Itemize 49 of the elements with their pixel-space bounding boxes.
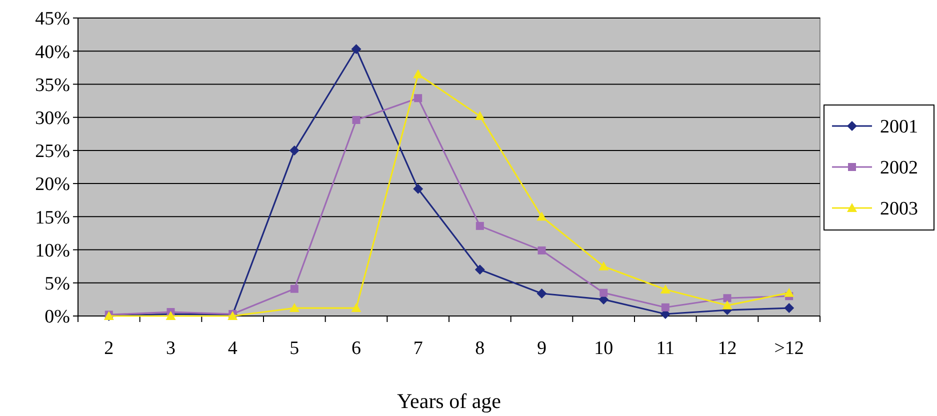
y-tick-label: 25% xyxy=(35,141,70,162)
x-tick-label: 7 xyxy=(413,338,423,359)
point xyxy=(289,303,300,312)
x-tick-label: 12 xyxy=(718,338,737,359)
x-tick-label: 4 xyxy=(228,338,238,359)
point xyxy=(723,294,732,302)
point xyxy=(784,303,794,314)
y-tick-label: 20% xyxy=(35,174,70,196)
y-tick-label: 10% xyxy=(35,240,70,262)
x-tick-label: 6 xyxy=(352,338,361,359)
point xyxy=(536,212,547,221)
legend-label: 2001 xyxy=(880,116,918,138)
x-tick-label: 2 xyxy=(104,338,114,359)
point xyxy=(351,44,362,54)
point xyxy=(290,284,298,293)
point xyxy=(598,261,609,270)
y-tick-label: 40% xyxy=(35,42,70,63)
point xyxy=(784,288,794,297)
point xyxy=(538,246,546,254)
point xyxy=(474,111,485,120)
point xyxy=(351,303,362,312)
legend-label: 2002 xyxy=(880,158,918,179)
point xyxy=(352,116,360,124)
point xyxy=(661,303,670,312)
x-axis-title: Years of age xyxy=(396,389,502,413)
point xyxy=(660,284,670,294)
point xyxy=(474,264,485,275)
y-tick-label: 15% xyxy=(35,207,70,228)
y-tick-label: 45% xyxy=(35,8,70,30)
x-tick-label: 5 xyxy=(290,338,300,359)
point xyxy=(289,145,300,156)
point xyxy=(536,288,547,298)
y-tick-label: 30% xyxy=(35,108,70,129)
x-tick-label: 9 xyxy=(537,338,546,359)
x-tick-label: 10 xyxy=(594,338,614,359)
x-tick-label: 8 xyxy=(475,338,485,359)
point xyxy=(722,300,732,310)
point xyxy=(476,222,484,230)
point xyxy=(413,69,424,78)
legend-label: 2003 xyxy=(880,198,918,220)
point xyxy=(600,288,608,297)
y-tick-label: 0% xyxy=(44,306,70,328)
x-tick-label: 3 xyxy=(166,338,176,359)
y-tick-label: 5% xyxy=(44,274,70,295)
point xyxy=(413,184,424,194)
x-tick-label: 11 xyxy=(656,338,675,359)
y-tick-label: 35% xyxy=(35,74,70,96)
x-tick-label: >12 xyxy=(774,338,804,359)
point xyxy=(414,94,422,102)
